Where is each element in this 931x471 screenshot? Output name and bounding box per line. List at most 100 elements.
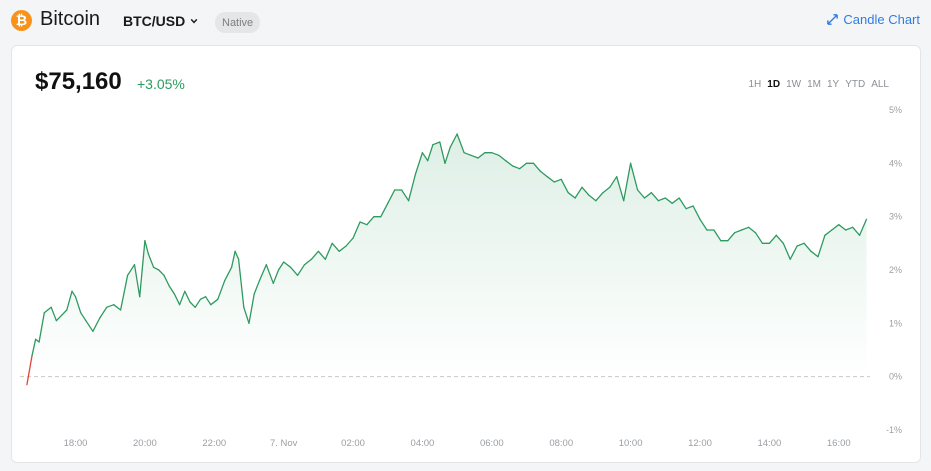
y-tick-label: 4% (889, 158, 902, 168)
y-tick-label: 1% (889, 318, 902, 328)
price-line-segment (692, 205, 701, 220)
price-line-segment (567, 192, 576, 199)
price-line-segment (623, 162, 632, 202)
price-line-segment (560, 178, 569, 194)
price-line-segment (581, 186, 590, 196)
range-button-1m[interactable]: 1M (807, 79, 821, 90)
price-line-segment (817, 234, 826, 258)
price-line-segment (532, 162, 542, 172)
x-tick-label: 12:00 (688, 438, 712, 449)
price-line-segment (34, 338, 40, 343)
price-line-segment (685, 205, 694, 210)
price-line-segment (699, 218, 708, 231)
price-line-segment (272, 269, 280, 284)
x-tick-label: 7. Nov (270, 438, 298, 449)
y-tick-label: 5% (889, 105, 902, 115)
price-line-segment (734, 229, 743, 234)
price-line-segment (113, 304, 122, 311)
price-line-segment (366, 216, 375, 226)
price-line-segment (740, 226, 750, 231)
price-line-segment (359, 221, 368, 226)
price-line-segment (277, 261, 285, 271)
native-badge: Native (215, 12, 261, 33)
price-line-segment (234, 250, 240, 260)
candle-chart-link[interactable]: Candle Chart (826, 12, 920, 27)
price-line-segment (747, 226, 757, 234)
price-line-segment (60, 309, 68, 316)
y-tick-label: 0% (889, 372, 902, 382)
price-line-segment (491, 152, 500, 156)
price-line-segment (439, 141, 446, 164)
price-line-segment (248, 293, 255, 324)
bitcoin-icon: ₿ (11, 10, 32, 31)
price-line-segment (505, 160, 514, 167)
price-line-segment (414, 152, 424, 175)
price-line-segment (147, 253, 155, 268)
price-line-segment (400, 189, 410, 202)
price-line-segment (595, 192, 604, 202)
price-line-segment (144, 240, 150, 255)
x-tick-label: 14:00 (757, 438, 781, 449)
price-line-segment (352, 221, 361, 239)
x-tick-label: 08:00 (549, 438, 573, 449)
x-tick-label: 16:00 (827, 438, 851, 449)
price-line-segment (588, 194, 597, 202)
price-line-segment (616, 176, 625, 202)
header: ₿ Bitcoin BTC/USD Native Candle Chart (0, 0, 931, 42)
price-line-segment (324, 242, 333, 260)
price-line-segment (602, 186, 611, 194)
price-line-segment (421, 152, 429, 162)
range-button-1d[interactable]: 1D (767, 79, 781, 90)
price-line-segment (838, 224, 847, 231)
price-chart[interactable]: 5% 4% 3% 2% 1% 0% -1% 18:00 20:00 22:00 7. Nov 02:0… (12, 46, 920, 462)
price-line-segment (380, 202, 389, 218)
price-line-segment (55, 314, 63, 322)
price-line-segment (224, 266, 233, 282)
price-line-segment (126, 264, 136, 276)
range-button-1y[interactable]: 1Y (826, 79, 840, 90)
x-tick-label: 22:00 (202, 438, 226, 449)
pair-select[interactable]: BTC/USD (123, 13, 198, 29)
range-button-all[interactable]: ALL (871, 79, 889, 90)
price-line-segment (858, 218, 868, 236)
price-line-segment (71, 290, 77, 298)
price-line-segment (427, 144, 434, 162)
price-line-segment (470, 154, 479, 159)
price-line-segment (671, 197, 680, 204)
price-line-segment (782, 242, 791, 260)
price-line-segment (803, 242, 812, 252)
x-tick-label: 02:00 (341, 438, 365, 449)
price-line-segment (449, 133, 458, 148)
range-button-1w[interactable]: 1W (786, 79, 802, 90)
price-line-segment (789, 245, 798, 260)
price-line-segment (204, 296, 212, 306)
price-line-segment (539, 170, 548, 178)
price-line-segment (243, 306, 250, 324)
x-tick-label: 04:00 (411, 438, 435, 449)
price-line-segment (74, 296, 82, 314)
price-line-segment (636, 189, 646, 199)
price-line-segment (444, 146, 451, 164)
price-line-segment (265, 264, 274, 284)
range-button-1h[interactable]: 1H (748, 79, 762, 90)
coin-name: Bitcoin (40, 8, 101, 30)
price-line-segment (810, 250, 819, 258)
price-line-segment (99, 306, 108, 319)
y-tick-label: 2% (889, 265, 902, 275)
x-tick-label: 18:00 (64, 438, 88, 449)
price-line-segment (139, 240, 146, 298)
price-line-segment (338, 245, 347, 252)
price-line-segment (713, 229, 722, 242)
range-button-ytd[interactable]: YTD (845, 79, 866, 90)
price-line-segment (824, 229, 833, 236)
price-line-segment (178, 290, 186, 306)
price-line-segment (217, 280, 226, 300)
price-line-segment (629, 162, 639, 191)
price-line-segment (650, 192, 660, 202)
range-selector: 1H 1D 1W 1M 1Y YTD ALL (748, 79, 889, 90)
price-line-segment (189, 301, 196, 308)
y-tick-label: 3% (889, 212, 902, 222)
pair-label: BTC/USD (123, 13, 186, 29)
price-line-segment (199, 296, 207, 300)
price-line-segment (283, 261, 292, 268)
